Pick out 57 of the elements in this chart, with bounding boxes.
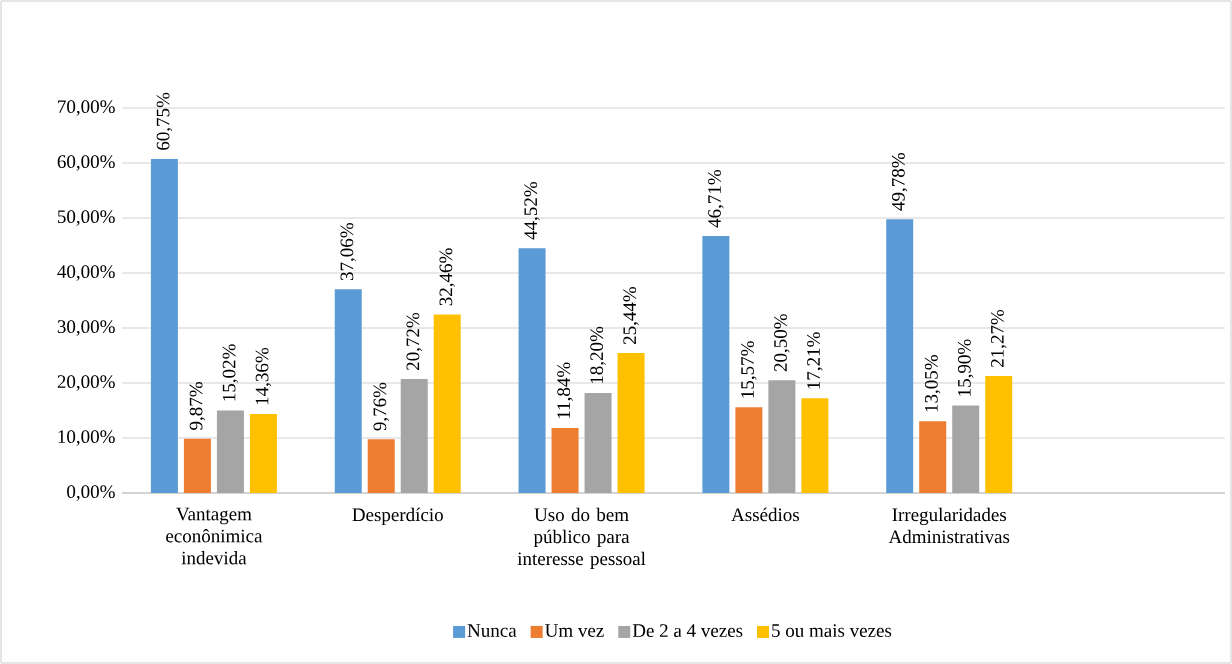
- legend-label: Um vez: [545, 624, 604, 637]
- bar: [952, 405, 980, 493]
- y-tick-label: 0,00%: [67, 485, 115, 501]
- bar: [985, 376, 1013, 493]
- x-tick-label: Uso do bem público para interesse pessoal: [517, 507, 646, 570]
- y-tick-label: 70,00%: [58, 100, 115, 116]
- data-label: 49,78%: [891, 153, 908, 211]
- bar: [518, 248, 546, 493]
- data-label: 60,75%: [156, 92, 173, 150]
- bar: [216, 410, 244, 493]
- y-tick-label: 40,00%: [57, 265, 115, 281]
- y-tick-label: 50,00%: [58, 210, 115, 226]
- x-tick-label: Desperdício: [352, 507, 443, 526]
- data-label: 13,05%: [924, 355, 941, 412]
- bar: [768, 380, 796, 493]
- data-label: 21,27%: [990, 309, 1007, 367]
- bar: [801, 398, 829, 493]
- data-label: 37,06%: [340, 223, 357, 281]
- bar: [400, 379, 428, 493]
- data-label: 15,90%: [957, 339, 974, 396]
- data-label: 32,46%: [439, 248, 456, 306]
- x-tick-label: Assédios: [731, 507, 799, 522]
- data-label: 46,71%: [708, 169, 724, 228]
- data-label: 25,44%: [623, 286, 639, 345]
- bar: [617, 353, 645, 493]
- y-tick-label: 10,00%: [58, 430, 115, 446]
- legend-label: De 2 a 4 vezes: [632, 624, 743, 637]
- bar: [735, 407, 763, 493]
- bar: [886, 219, 914, 493]
- data-label: 17,21%: [807, 332, 823, 389]
- data-label: 15,02%: [222, 344, 239, 401]
- y-tick-label: 20,00%: [57, 375, 115, 391]
- data-label: 9,87%: [189, 382, 206, 430]
- data-label: 44,52%: [524, 182, 540, 240]
- legend-label: Nunca: [467, 624, 517, 637]
- bar: [433, 314, 461, 493]
- bar: [150, 158, 178, 493]
- bar: [919, 421, 947, 493]
- bar: [334, 289, 362, 493]
- legend-label: 5 ou mais vezes: [772, 624, 892, 637]
- bar: [702, 236, 730, 493]
- x-tick-label: Vantagem econônimica indevida: [166, 507, 263, 565]
- data-label: 18,20%: [590, 326, 606, 384]
- y-tick-label: 30,00%: [57, 320, 115, 336]
- bar: [584, 392, 612, 493]
- data-label: 20,50%: [774, 314, 790, 372]
- bar: [551, 427, 579, 493]
- x-tick-label: Irregularidades Administrativas: [888, 507, 1010, 544]
- y-tick-label: 60,00%: [57, 155, 115, 171]
- data-label: 15,57%: [741, 341, 757, 398]
- bar: [367, 439, 395, 493]
- data-label: 14,36%: [255, 347, 272, 405]
- data-label: 20,72%: [406, 312, 423, 371]
- bar: [183, 438, 211, 493]
- bar: [249, 414, 277, 493]
- data-label: 9,76%: [373, 382, 390, 431]
- data-label: 11,84%: [557, 362, 573, 419]
